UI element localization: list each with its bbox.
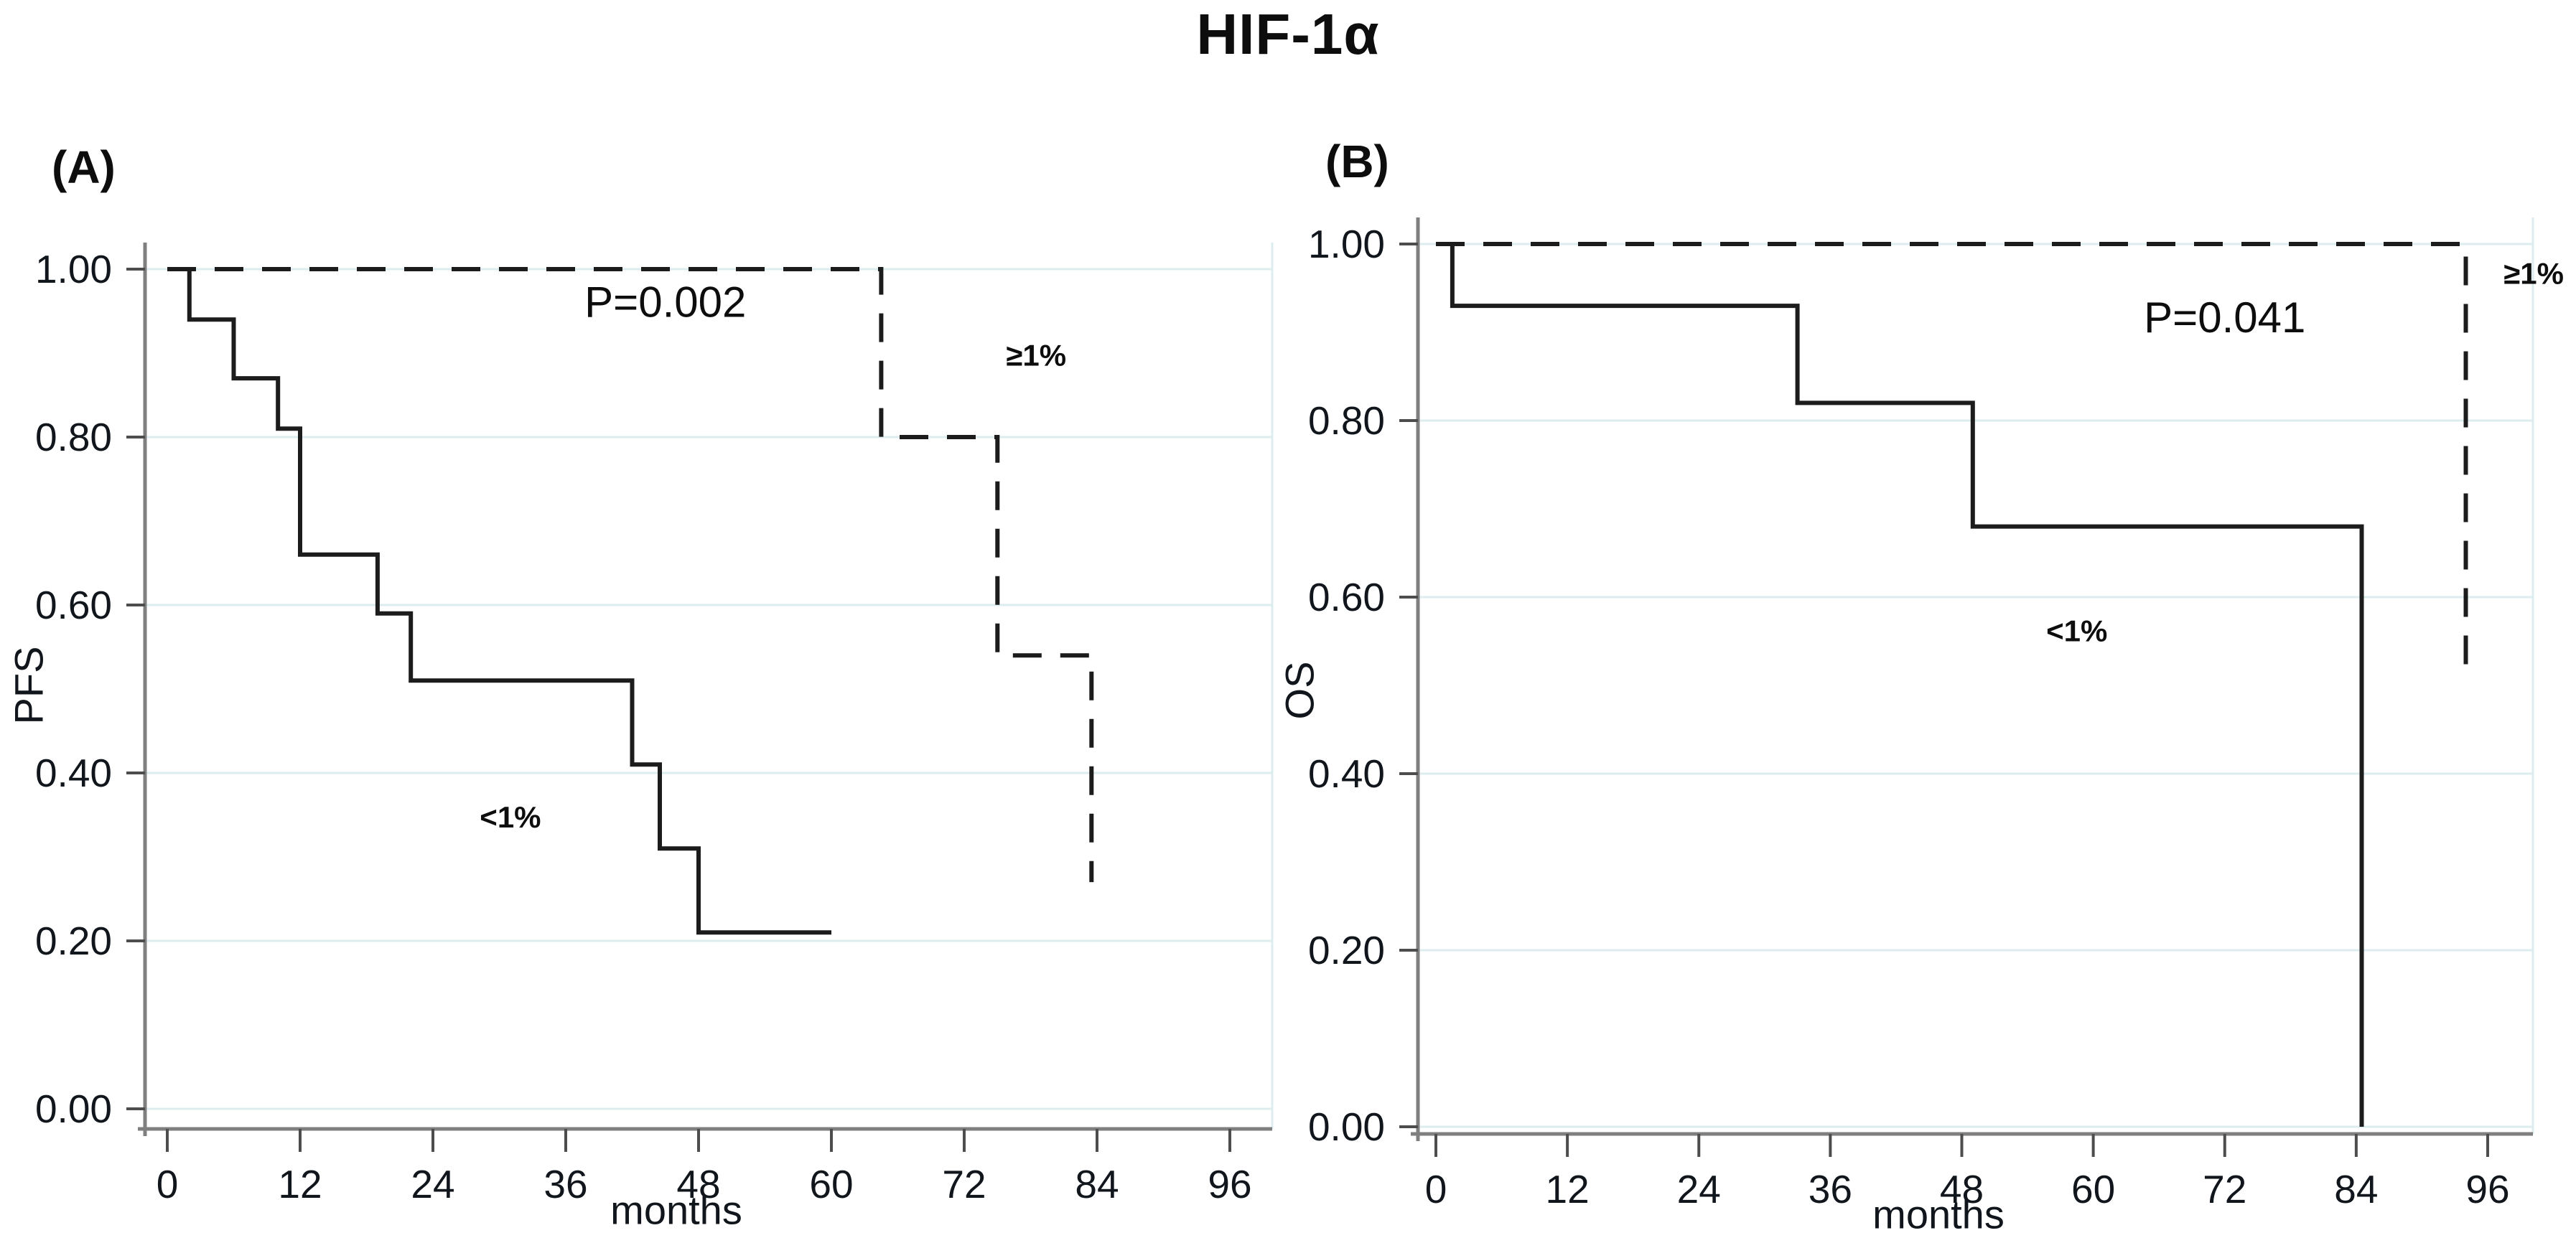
panel-a-x-tick-label: 60 — [809, 1162, 853, 1206]
panel-b-x-tick-label: 96 — [2465, 1167, 2509, 1211]
panel-b-x-tick-label: 60 — [2071, 1167, 2115, 1211]
panel-b-group-label: <1% — [2046, 614, 2107, 648]
panel-b-y-tick-label: 0.00 — [1308, 1105, 1385, 1149]
panel-b-x-axis-title: months — [1872, 1191, 2005, 1237]
panel-b-x-tick-label: 12 — [1546, 1167, 1590, 1211]
panel-b-series-ge1pct — [1436, 242, 2468, 677]
panel-a-letter: (A) — [52, 141, 116, 193]
panel-a-group-label: <1% — [480, 800, 541, 834]
panel-a-series-ge1pct — [167, 267, 1094, 883]
panel-a-x-tick-label: 84 — [1075, 1162, 1119, 1206]
panel-a-pvalue-label: P=0.002 — [584, 278, 746, 327]
panel-a-y-tick-label: 0.40 — [35, 751, 112, 795]
panel-b-x-tick-label: 48 — [1940, 1167, 1984, 1211]
panel-a-group-label: ≥1% — [1006, 339, 1066, 372]
panel-b-x-tick-label: 36 — [1809, 1167, 1852, 1211]
panel-b-y-tick-label: 0.20 — [1308, 928, 1385, 972]
panel-a-x-tick-label: 48 — [676, 1162, 720, 1206]
panel-b-x-tick-label: 0 — [1425, 1167, 1447, 1211]
panel-a-y-tick-label: 0.20 — [35, 919, 112, 963]
panel-b-group-label: ≥1% — [2503, 256, 2564, 290]
panel-b-y-tick-label: 0.60 — [1308, 575, 1385, 619]
panel-a-x-tick-label: 96 — [1208, 1162, 1251, 1206]
panel-b-y-tick-label: 0.40 — [1308, 751, 1385, 796]
panel-a-y-tick-label: 1.00 — [35, 247, 112, 291]
panel-a-x-axis-title: months — [610, 1187, 742, 1233]
panel-a-x-tick-label: 72 — [942, 1162, 986, 1206]
panel-b-x-tick-label: 84 — [2334, 1167, 2378, 1211]
panel-a-x-tick-label: 0 — [157, 1162, 179, 1206]
panel-b-series-lt1pct — [1436, 242, 2364, 1127]
figure-title: HIF-1α — [1196, 2, 1380, 66]
panel-b-x-tick-label: 72 — [2203, 1167, 2246, 1211]
panel-b-x-tick-label: 24 — [1677, 1167, 1721, 1211]
panel-a-y-tick-label: 0.60 — [35, 583, 112, 627]
panel-a-x-tick-label: 36 — [543, 1162, 587, 1206]
panel-a-x-tick-label: 24 — [411, 1162, 454, 1206]
panel-b-y-tick-label: 0.80 — [1308, 398, 1385, 443]
panel-a-x-tick-label: 12 — [278, 1162, 322, 1206]
panel-a-y-tick-label: 0.80 — [35, 415, 112, 459]
panel-b-pvalue-label: P=0.041 — [2144, 294, 2305, 342]
panel-b-letter: (B) — [1325, 136, 1389, 187]
panel-a-series-lt1pct — [167, 267, 831, 935]
panel-a-y-tick-label: 0.00 — [35, 1087, 112, 1131]
panel-b-y-tick-label: 1.00 — [1308, 222, 1385, 266]
